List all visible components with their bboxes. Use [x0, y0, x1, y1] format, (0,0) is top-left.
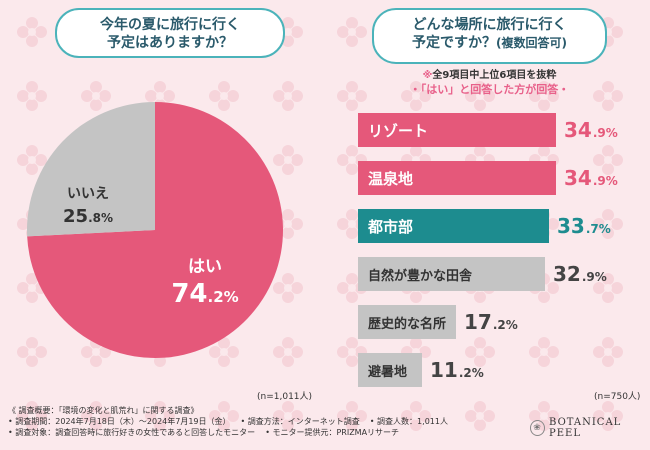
- bar-label: 歴史的な名所: [368, 316, 447, 332]
- brand-name: BOTANICAL PEEL: [549, 417, 622, 439]
- botanical-leaf-icon: ❀: [530, 420, 546, 436]
- footer-text: • モニター提供元：PRIZMAリサーチ: [265, 428, 400, 437]
- left-question-box: 今年の夏に旅行に行く 予定はありますか？: [55, 8, 285, 58]
- bar-4: 自然が豊かな田舎: [358, 257, 545, 291]
- bar-2: 温泉地: [358, 161, 556, 195]
- right-question-multiple-note: (複数回答可): [496, 36, 567, 50]
- bar-value-decimal: .7%: [585, 222, 611, 236]
- bar-label: 避暑地: [368, 364, 408, 380]
- left-question-line-2: 予定はありますか？: [107, 35, 233, 51]
- bar-value: 34.9%: [564, 161, 618, 195]
- pie-slice-label: いいえ: [67, 186, 109, 202]
- note-text: 全9項目中上位6項目を抜粋: [432, 70, 557, 81]
- bar-label: 自然が豊かな田舎: [368, 268, 473, 284]
- bar-value-decimal: .2%: [492, 318, 518, 332]
- note-mark: ※: [422, 70, 433, 81]
- bar-3: 都市部: [358, 209, 549, 243]
- bar-value: 34.9%: [564, 113, 618, 147]
- right-question-line-1: どんな場所に旅行に行く: [412, 17, 567, 33]
- bar-value-decimal: .9%: [581, 270, 607, 284]
- bar-value: 17.2%: [464, 305, 518, 339]
- selection-note: ※全9項目中上位6項目を抜粋: [372, 66, 607, 81]
- bar-value-integer: 34: [564, 118, 592, 142]
- bar-5: 歴史的な名所: [358, 305, 456, 339]
- pie-slice-value: 25.8%: [63, 206, 113, 227]
- bar-value-integer: 32: [553, 262, 581, 286]
- footer-row: • 調査期間：2024年7月18日（木）〜2024年7月19日（金） • 調査方…: [8, 416, 478, 427]
- bar-value-decimal: .9%: [592, 126, 618, 140]
- bar-value-decimal: .2%: [458, 366, 484, 380]
- footer-row: • 調査対象：調査回答時に旅行好きの女性であると回答したモニター • モニター提…: [8, 427, 478, 438]
- bar-label: リゾート: [368, 121, 429, 140]
- footer-text: 《 調査概要：「環境の変化と肌荒れ」に関する調査》: [8, 406, 199, 415]
- bar-6: 避暑地: [358, 353, 422, 387]
- bar-chart-subtitle: ・「はい」と回答した方が回答・: [409, 83, 570, 96]
- right-question-line-2-text: 予定ですか？: [412, 35, 496, 51]
- bar-label: 都市部: [368, 217, 414, 236]
- footer-text: • 調査方法：インターネット調査: [240, 417, 360, 426]
- footer-text: • 調査人数：1,011人: [369, 417, 448, 426]
- bar-value-integer: 33: [557, 214, 585, 238]
- right-question-line-2: 予定ですか？(複数回答可): [374, 34, 605, 52]
- right-question-box: どんな場所に旅行に行く 予定ですか？(複数回答可): [372, 8, 607, 64]
- pie-slice-yes: [27, 102, 284, 358]
- right-sample-size: (n=750人): [594, 392, 641, 402]
- bar-1: リゾート: [358, 113, 556, 147]
- bar-value: 33.7%: [557, 209, 611, 243]
- bar-label: 温泉地: [368, 169, 414, 188]
- footer-row: 《 調査概要：「環境の変化と肌荒れ」に関する調査》: [8, 405, 478, 416]
- pie-slice-no: [27, 102, 155, 237]
- survey-footer: 《 調査概要：「環境の変化と肌荒れ」に関する調査》 • 調査期間：2024年7月…: [8, 405, 478, 438]
- left-question-line-1: 今年の夏に旅行に行く: [100, 17, 240, 33]
- brand-logo: ❀ BOTANICAL PEEL: [530, 417, 650, 439]
- left-sample-size: (n=1,011人): [257, 392, 313, 402]
- bar-value: 11.2%: [430, 353, 484, 387]
- footer-text: • 調査期間：2024年7月18日（木）〜2024年7月19日（金）: [8, 417, 231, 426]
- bar-value-integer: 11: [430, 358, 458, 382]
- bar-value-integer: 17: [464, 310, 492, 334]
- bar-value: 32.9%: [553, 257, 607, 291]
- footer-text: • 調査対象：調査回答時に旅行好きの女性であると回答したモニター: [8, 428, 256, 437]
- pie-slice-value: 74.2%: [171, 279, 238, 309]
- bar-value-integer: 34: [564, 166, 592, 190]
- pie-slice-label: はい: [188, 257, 222, 277]
- bar-value-decimal: .9%: [592, 174, 618, 188]
